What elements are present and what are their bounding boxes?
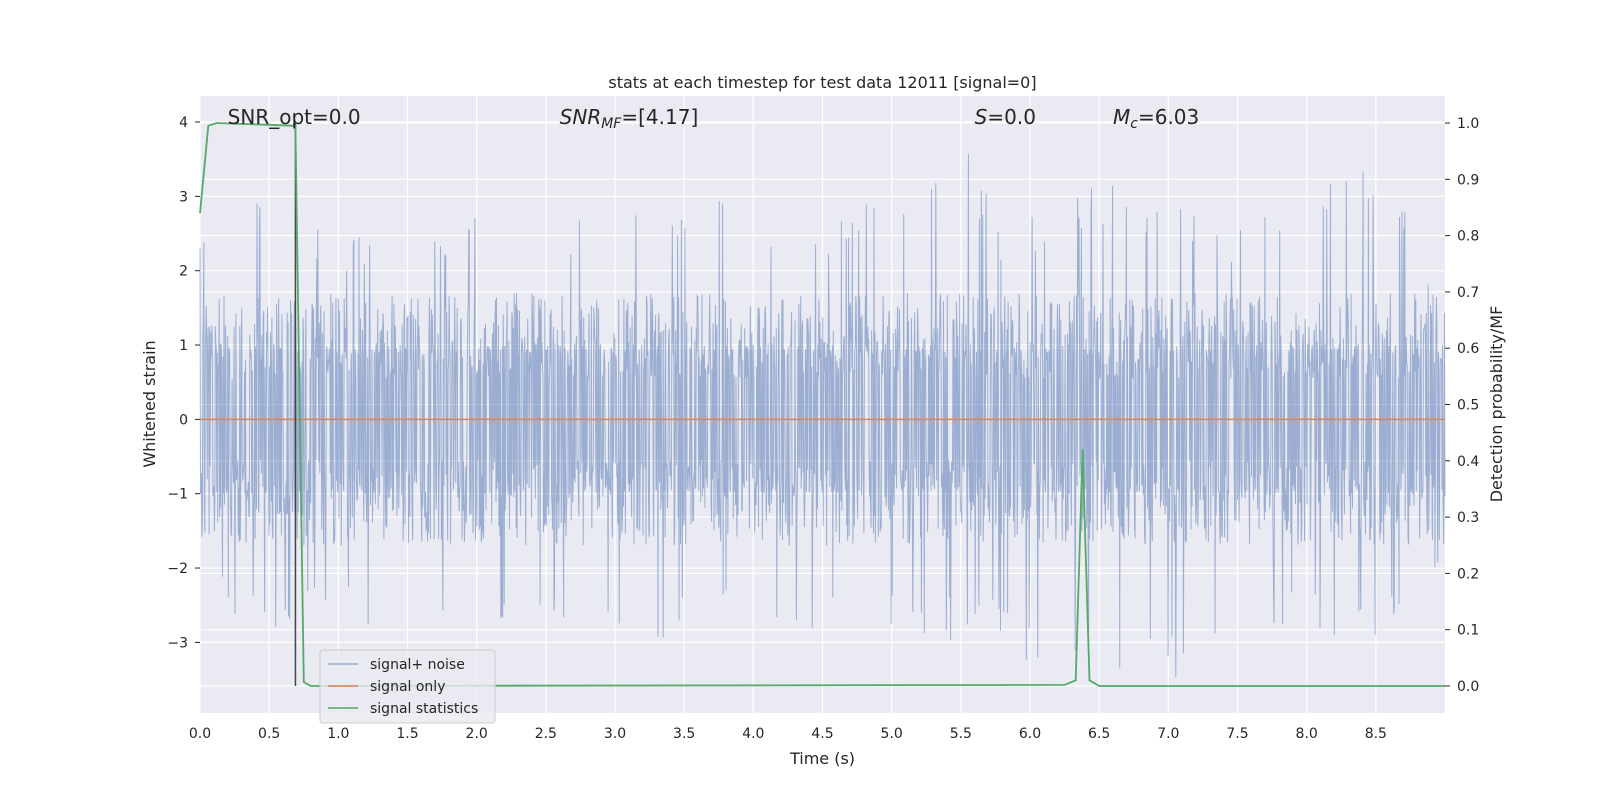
x-tick-label: 4.5 [811, 726, 833, 742]
y-axis-label: Whitened strain [140, 340, 159, 467]
signal-noise-line [199, 153, 1446, 678]
signal-noise-series [199, 153, 1446, 678]
y2-tick-label: 0.3 [1457, 510, 1479, 526]
legend-label-signal-noise: signal+ noise [370, 657, 465, 673]
x-tick-label: 0.5 [258, 726, 280, 742]
annotation-s-stat: S=0.0 [975, 105, 1036, 129]
y-tick-label: 4 [179, 115, 188, 131]
y2-tick-label: 1.0 [1457, 116, 1479, 132]
x-tick-label: 3.5 [673, 726, 695, 742]
y2-tick-label: 0.8 [1457, 229, 1479, 245]
x-tick-label: 2.5 [535, 726, 557, 742]
annotations: SNR_opt=0.0 SNRMF=[4.17] S=0.0 Mc=6.03 [228, 105, 1200, 132]
x-tick-label: 7.5 [1226, 726, 1248, 742]
x-tick-label: 4.0 [742, 726, 764, 742]
y2-tick-label: 0.5 [1457, 398, 1479, 414]
x-tick-label: 5.0 [881, 726, 903, 742]
y2-tick-label: 0.0 [1457, 679, 1479, 695]
y-tick-label: −1 [167, 487, 188, 503]
x-tick-label: 1.5 [396, 726, 418, 742]
signal-statistics-line [199, 122, 1445, 687]
lines [199, 122, 1445, 687]
y-tick-label: 0 [179, 412, 188, 428]
y2-tick-label: 0.1 [1457, 623, 1479, 639]
y-tick-label: −3 [167, 635, 188, 651]
x-tick-label: 0.0 [189, 726, 211, 742]
y-tick-label: 3 [179, 189, 188, 205]
legend-label-signal-only: signal only [370, 679, 445, 695]
annotation-snr-mf: SNRMF=[4.17] [560, 105, 699, 132]
y-tick-label: 1 [179, 338, 188, 354]
y2-axis-label: Detection probability/MF [1487, 306, 1506, 503]
x-tick-label: 2.0 [466, 726, 488, 742]
x-tick-label: 5.5 [950, 726, 972, 742]
y-tick-label: −2 [167, 561, 188, 577]
y2-tick-label: 0.7 [1457, 285, 1479, 301]
legend-label-signal-statistics: signal statistics [370, 701, 478, 717]
y2-tick-label: 0.2 [1457, 566, 1479, 582]
y2-tick-label: 0.9 [1457, 172, 1479, 188]
x-tick-label: 6.0 [1019, 726, 1041, 742]
x-tick-label: 1.0 [327, 726, 349, 742]
annotation-mc: Mc=6.03 [1113, 105, 1199, 132]
y-tick-label: 2 [179, 264, 188, 280]
legend: signal+ noise signal only signal statist… [319, 649, 496, 724]
x-tick-label: 6.5 [1088, 726, 1110, 742]
x-tick-label: 3.0 [604, 726, 626, 742]
annotation-snr-opt: SNR_opt=0.0 [228, 105, 361, 129]
y2-tick-label: 0.6 [1457, 341, 1479, 357]
chart-title: stats at each timestep for test data 120… [608, 73, 1036, 92]
x-tick-label: 7.0 [1157, 726, 1179, 742]
legend-box [319, 649, 496, 724]
x-tick-label: 8.0 [1296, 726, 1318, 742]
y2-tick-label: 0.4 [1457, 454, 1479, 470]
x-tick-label: 8.5 [1365, 726, 1387, 742]
x-axis-label: Time (s) [789, 749, 855, 768]
ticks: 0.0 0.5 1.0 1.5 2.0 2.5 3.0 3.5 4.0 4.5 5.0 5.5 6.0 6… [167, 115, 1479, 742]
